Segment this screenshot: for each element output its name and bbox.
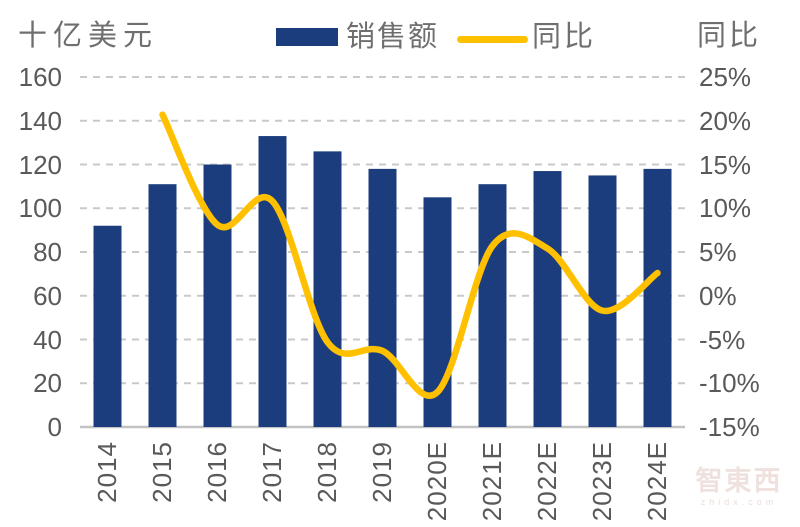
right-axis-tick: -15% <box>699 412 760 442</box>
right-axis-tick: -5% <box>699 324 746 355</box>
legend-label-sales: 销售额 <box>346 21 440 53</box>
x-axis-label-2020E: 2020E <box>421 441 455 521</box>
bar-2014 <box>93 225 122 427</box>
left-axis-tick: 120 <box>18 149 62 180</box>
bar-2024E <box>643 168 672 427</box>
x-axis-label-text: 2020E <box>422 441 452 522</box>
right-axis-tick: 0% <box>699 280 737 311</box>
right-axis-tick: 5% <box>699 237 737 267</box>
right-axis-tick: 20% <box>699 105 752 136</box>
x-axis-label-text: 2019 <box>367 441 397 503</box>
legend-label-yoy: 同比 <box>532 21 597 53</box>
watermark: 智東西 zhidx.com <box>682 466 796 507</box>
x-axis-label-2015: 2015 <box>146 441 180 503</box>
bar-2017 <box>258 136 287 427</box>
x-axis-label-2014: 2014 <box>91 441 125 503</box>
x-axis-label-2022E: 2022E <box>531 441 565 521</box>
x-axis-label-text: 2023E <box>587 441 617 522</box>
right-axis-tick: 15% <box>699 149 752 180</box>
x-axis-label-text: 2022E <box>532 441 562 522</box>
x-axis-label-2021E: 2021E <box>476 441 510 521</box>
x-axis-label-2023E: 2023E <box>586 441 620 521</box>
x-axis-label-text: 2014 <box>92 441 122 503</box>
yoy-line <box>159 111 661 399</box>
left-axis-tick: 40 <box>33 324 62 355</box>
right-axis-tick: -10% <box>699 368 760 399</box>
left-axis-tick: 80 <box>33 237 62 267</box>
x-axis-label-text: 2018 <box>312 441 342 503</box>
right-axis-tick: 10% <box>699 193 752 224</box>
left-axis-tick: 0 <box>47 412 62 442</box>
bar-2019 <box>368 168 397 427</box>
left-axis-tick: 100 <box>18 193 62 224</box>
watermark-logo: 智東西 <box>695 466 783 496</box>
x-axis-label-2019: 2019 <box>366 441 400 503</box>
x-axis-label-text: 2021E <box>477 441 507 522</box>
bar-2015 <box>148 184 177 427</box>
x-axis-label-text: 2015 <box>147 441 177 503</box>
bar-2016 <box>203 164 232 427</box>
x-axis-label-text: 2017 <box>257 441 287 503</box>
right-axis-tick: 25% <box>699 62 752 92</box>
bar-2018 <box>313 151 342 427</box>
x-axis-label-2017: 2017 <box>256 441 290 503</box>
legend-line-swatch <box>457 36 528 43</box>
bar-2021E <box>478 184 507 427</box>
x-axis-label-text: 2024E <box>642 441 672 522</box>
x-axis-label-2018: 2018 <box>311 441 345 503</box>
left-axis-title: 十亿美元 <box>18 20 159 52</box>
x-axis-label-2016: 2016 <box>201 441 235 503</box>
legend-bar-swatch <box>276 28 338 46</box>
left-axis-tick: 160 <box>18 62 62 92</box>
bar-2022E <box>533 171 562 427</box>
right-axis-title: 同比 <box>697 20 762 52</box>
left-axis-tick: 60 <box>33 280 62 311</box>
x-axis-label-text: 2016 <box>202 441 232 503</box>
x-axis-label-2024E: 2024E <box>641 441 675 521</box>
left-axis-tick: 140 <box>18 105 62 136</box>
left-axis-tick: 20 <box>33 368 62 399</box>
watermark-subtext: zhidx.com <box>700 497 778 507</box>
